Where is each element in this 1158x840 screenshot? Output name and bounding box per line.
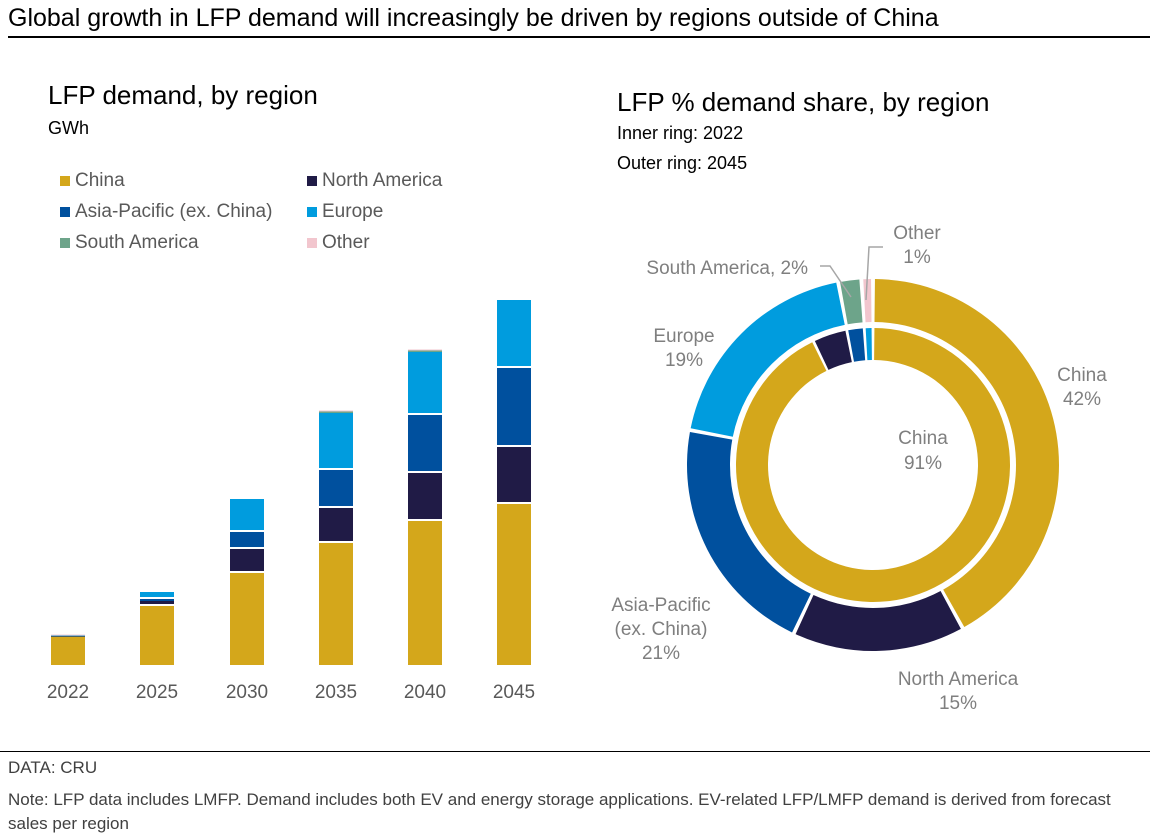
bar-2035-north-america: [319, 508, 353, 541]
outer-ring-label-south-america: South America, 2%: [646, 258, 808, 279]
outer-ring-label-asia-pacific-ex-china: (ex. China): [615, 619, 708, 640]
bar-2025-china: [140, 606, 174, 665]
bar-2030-europe: [230, 499, 264, 530]
donut-slice-2045-europe: [690, 282, 845, 437]
bar-2045-china: [497, 504, 531, 665]
outer-ring-label-other: Other: [893, 223, 941, 244]
legend-item-south-america: South America: [60, 232, 199, 254]
bar-2040-other: [408, 349, 442, 351]
bar-chart-unit: GWh: [48, 118, 90, 138]
bar-2040-asia-pacific-ex-china: [408, 415, 442, 471]
outer-ring-label-other: 1%: [903, 247, 931, 268]
bar-2030-asia-pacific-ex-china: [230, 532, 264, 547]
bar-2035-asia-pacific-ex-china: [319, 470, 353, 506]
donut-subtitle-outer: Outer ring: 2045: [617, 153, 748, 173]
legend-label: North America: [322, 170, 443, 191]
outer-ring-label-china: China: [1057, 365, 1107, 386]
x-tick-label: 2040: [404, 682, 446, 703]
bar-2022-other: [51, 634, 85, 636]
x-tick-label: 2045: [493, 682, 535, 703]
legend-label: Other: [322, 232, 370, 253]
donut-slice-2045-other: [863, 279, 872, 323]
legend-swatch-europe: [307, 207, 317, 217]
donut-slice-2022-china: [736, 328, 1011, 602]
inner-ring-label-name: China: [898, 428, 948, 449]
bar-2025-north-america: [140, 601, 174, 604]
footer-note: Note: LFP data includes LMFP. Demand inc…: [8, 790, 1111, 833]
bar-2035-china: [319, 543, 353, 665]
bar-2040-north-america: [408, 473, 442, 519]
legend-item-other: Other: [307, 232, 370, 254]
x-tick-label: 2022: [47, 682, 89, 703]
outer-ring-label-china: 42%: [1063, 389, 1101, 410]
bar-2040-south-america: [408, 350, 442, 352]
leader-line-other: [865, 246, 883, 301]
bar-2040-china: [408, 521, 442, 665]
bar-2045-europe: [497, 300, 531, 366]
bar-2045-north-america: [497, 447, 531, 502]
bar-2025-europe: [140, 592, 174, 597]
bar-chart-title: LFP demand, by region: [48, 80, 318, 110]
legend-swatch-asia-pacific-ex-china: [60, 207, 70, 217]
bar-2035-other: [319, 410, 353, 412]
outer-ring-label-europe: Europe: [653, 326, 714, 347]
legend-label: Asia-Pacific (ex. China): [75, 201, 273, 222]
bar-2030-north-america: [230, 549, 264, 571]
donut-slice-2045-asia-pacific-ex-china: [687, 432, 811, 633]
leader-line-south-america: [820, 265, 852, 298]
bar-2035-europe: [319, 413, 353, 468]
x-tick-label: 2035: [315, 682, 357, 703]
legend-label: Europe: [322, 201, 384, 222]
x-tick-label: 2030: [226, 682, 268, 703]
legend-item-china: China: [60, 170, 125, 192]
donut-slice-2045-north-america: [795, 591, 961, 651]
bar-2045-asia-pacific-ex-china: [497, 368, 531, 445]
chart-page-title: Global growth in LFP demand will increas…: [8, 4, 939, 32]
bar-2035-south-america: [319, 411, 353, 413]
donut-slice-2022-north-america: [814, 330, 852, 370]
x-tick-label: 2025: [136, 682, 178, 703]
footer-source: DATA: CRU: [8, 758, 98, 777]
bar-2030-china: [230, 573, 264, 665]
nested-donut-chart: China 91% China 42% North America 15% Asia-Pac…: [611, 223, 1107, 714]
stacked-bar-chart: 2022 2025 2030 2035 2040 2045: [47, 300, 535, 703]
bar-2025-asia-pacific-ex-china: [140, 599, 174, 601]
legend-item-north-america: North America: [307, 170, 442, 192]
donut-chart-title: LFP % demand share, by region: [617, 87, 990, 117]
legend-item-europe: Europe: [307, 201, 383, 223]
legend-swatch-china: [60, 176, 70, 186]
outer-ring-label-north-america: 15%: [939, 693, 977, 714]
outer-ring-label-asia-pacific-ex-china: 21%: [642, 643, 680, 664]
bar-2040-europe: [408, 352, 442, 413]
legend-swatch-other: [307, 238, 317, 248]
legend-swatch-north-america: [307, 176, 317, 186]
legend-label: South America: [75, 232, 199, 253]
donut-slice-2045-china: [874, 279, 1059, 628]
outer-ring-label-europe: 19%: [665, 350, 703, 371]
footer-divider: [0, 751, 1150, 752]
donut-slice-2045-south-america: [840, 279, 863, 325]
legend-item-asia-pacific-ex-china: Asia-Pacific (ex. China): [60, 201, 272, 223]
legend-label: China: [75, 170, 125, 191]
donut-slice-2022-europe: [865, 328, 872, 361]
outer-ring-label-north-america: North America: [898, 669, 1019, 690]
donut-subtitle-inner: Inner ring: 2022: [617, 123, 744, 143]
legend-swatch-south-america: [60, 238, 70, 248]
outer-ring-label-asia-pacific-ex-china: Asia-Pacific: [611, 595, 710, 616]
inner-ring-label-value: 91%: [904, 453, 942, 474]
bar-2022-china: [51, 636, 85, 665]
title-divider: [8, 36, 1150, 38]
donut-slice-2022-asia-pacific-ex-china: [848, 328, 866, 362]
